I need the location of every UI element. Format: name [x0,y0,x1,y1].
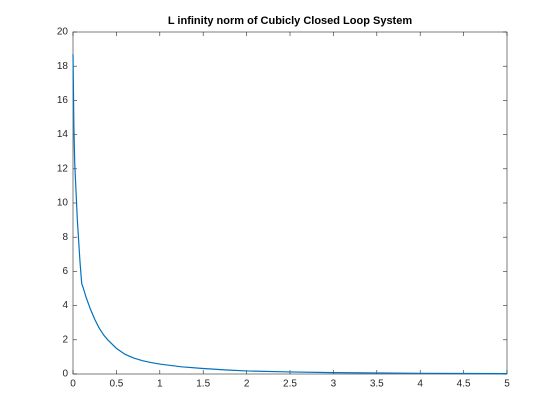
x-tick-label: 5 [504,379,510,390]
x-tick-label: 0 [70,379,76,390]
y-tick-label: 6 [62,266,68,277]
x-tick-label: 4 [417,379,423,390]
y-tick-label: 10 [57,198,69,209]
axes-box [72,31,508,375]
y-tick-label: 12 [57,163,69,174]
x-tick-label: 3 [331,379,337,390]
x-tick-label: 1 [157,379,163,390]
x-tick-label: 1.5 [196,379,210,390]
y-tick-label: 16 [57,95,69,106]
chart-title: L infinity norm of Cubicly Closed Loop S… [168,15,412,27]
y-tick-label: 2 [62,334,68,345]
x-tick-label: 3.5 [370,379,384,390]
y-tick-label: 8 [62,232,68,243]
y-tick-label: 4 [62,300,68,311]
x-tick-label: 2 [244,379,250,390]
y-tick-label: 20 [57,27,69,38]
x-tick-label: 2.5 [283,379,297,390]
data-line [72,54,508,375]
x-tick-label: 0.5 [109,379,123,390]
y-tick-label: 14 [57,129,69,140]
x-tick-label: 4.5 [457,379,471,390]
y-tick-label: 0 [62,369,68,380]
y-tick-label: 18 [57,61,69,72]
